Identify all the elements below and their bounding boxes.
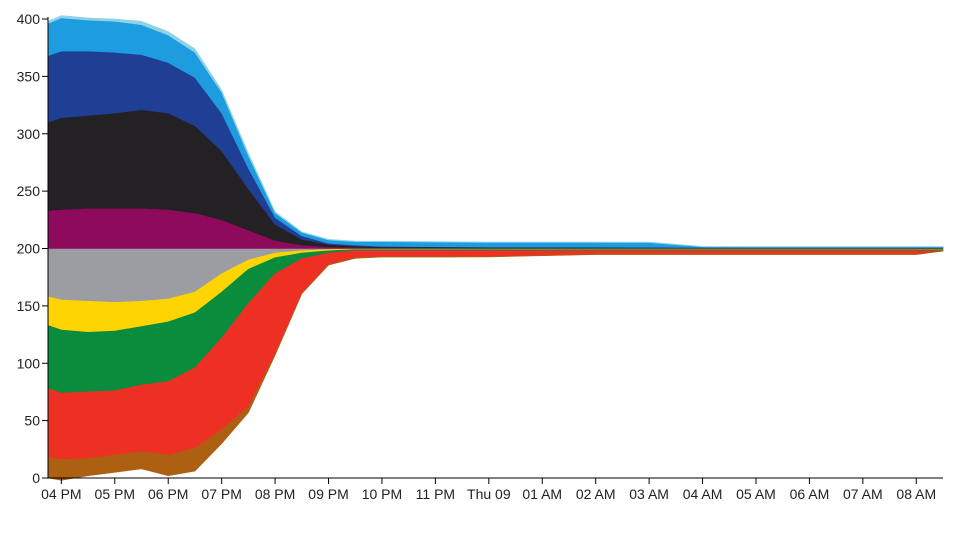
upper-stream-5	[47, 15, 944, 248]
y-tick-label-250: 250	[17, 183, 41, 199]
x-tick-label-9: 01 AM	[522, 486, 562, 502]
x-tick-label-5: 09 PM	[308, 486, 348, 502]
x-tick-label-2: 06 PM	[148, 486, 188, 502]
y-tick-label-50: 50	[24, 413, 40, 429]
y-tick-label-150: 150	[17, 298, 41, 314]
x-tick-label-15: 07 AM	[843, 486, 883, 502]
y-tick-label-200: 200	[17, 241, 41, 257]
x-tick-label-7: 11 PM	[416, 486, 455, 502]
x-tick-label-4: 08 PM	[255, 486, 295, 502]
x-tick-label-0: 04 PM	[41, 486, 81, 502]
x-tick-label-13: 05 AM	[736, 486, 776, 502]
x-tick-label-16: 08 AM	[896, 486, 936, 502]
x-tick-label-1: 05 PM	[95, 486, 135, 502]
x-tick-label-14: 06 AM	[790, 486, 830, 502]
x-tick-label-10: 02 AM	[576, 486, 616, 502]
x-tick-label-12: 04 AM	[683, 486, 723, 502]
y-axis: 0 50 100 150 200 250 300 350 400	[17, 11, 49, 486]
lower-stream-5	[47, 250, 944, 481]
x-tick-label-3: 07 PM	[201, 486, 241, 502]
x-tick-label-6: 10 PM	[362, 486, 402, 502]
y-tick-label-350: 350	[17, 68, 41, 84]
x-tick-label-8: Thu 09	[467, 486, 511, 502]
y-tick-label-400: 400	[17, 11, 41, 27]
stream-areas	[47, 15, 944, 481]
x-axis: 04 PM 05 PM 06 PM 07 PM 08 PM 09 PM 10 PM 11 PM…	[41, 477, 943, 502]
y-tick-label-300: 300	[17, 126, 41, 142]
x-tick-label-11: 03 AM	[629, 486, 669, 502]
y-tick-label-0: 0	[32, 470, 40, 486]
y-tick-label-100: 100	[17, 355, 41, 371]
